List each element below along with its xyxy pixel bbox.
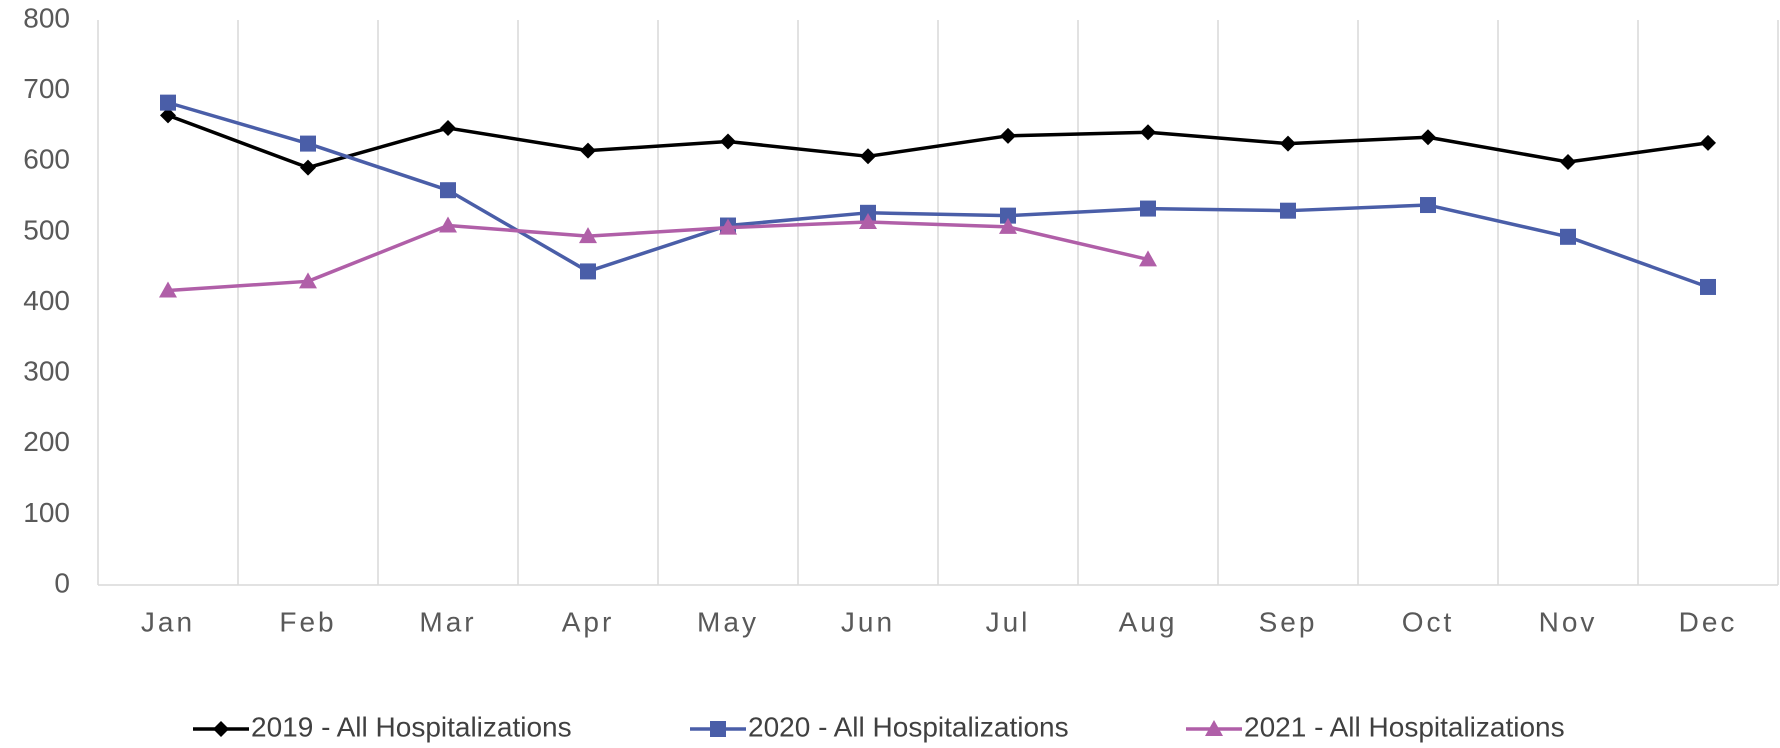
data-point [440,120,456,137]
data-point [160,107,176,124]
legend-label: 2020 - All Hospitalizations [748,711,1069,742]
data-point [300,135,316,152]
series-line [167,100,1709,289]
data-point [859,212,877,229]
x-tick-label: Sep [1259,606,1318,637]
data-point [299,272,317,289]
y-tick-label: 800 [23,2,70,33]
x-tick-label: Aug [1119,606,1178,637]
x-tick-label: Oct [1402,606,1455,637]
data-point [999,217,1017,234]
x-tick-label: Jan [141,606,195,637]
y-tick-label: 100 [23,497,70,528]
data-point [579,227,597,244]
data-point [1700,278,1716,295]
y-tick-label: 0 [54,567,70,598]
x-tick-label: May [697,606,759,637]
legend-marker [710,721,726,737]
x-tick-label: Jul [986,606,1031,637]
data-point [1139,250,1157,267]
data-point [1000,127,1016,144]
legend-label: 2021 - All Hospitalizations [1244,711,1565,742]
data-point [439,216,457,233]
x-tick-label: Jun [841,606,895,637]
x-tick-label: Feb [279,606,336,637]
data-point [440,182,456,199]
data-point [300,159,316,176]
data-point [1560,153,1576,170]
legend-marker [213,721,229,737]
x-tick-label: Mar [419,606,476,637]
y-tick-label: 500 [23,214,70,245]
data-point [1280,135,1296,152]
data-point [860,204,876,221]
y-tick-label: 700 [23,73,70,104]
data-point [160,94,176,111]
data-point [860,148,876,165]
legend-marker [1205,720,1223,736]
data-point [1280,202,1296,219]
series-line [167,113,1709,170]
data-point [1560,228,1576,245]
y-tick-label: 600 [23,144,70,175]
data-point [1140,200,1156,217]
data-point [580,142,596,159]
data-point [580,263,596,280]
legend-label: 2019 - All Hospitalizations [251,711,572,742]
data-point [159,281,177,298]
data-point [1000,207,1016,224]
x-tick-label: Nov [1539,606,1598,637]
x-tick-label: Apr [562,606,615,637]
y-tick-label: 300 [23,356,70,387]
data-point [1420,197,1436,214]
data-point [720,133,736,150]
data-point [1700,134,1716,151]
x-tick-label: Dec [1679,606,1738,637]
y-tick-label: 400 [23,285,70,316]
data-point [1420,129,1436,146]
series-line [167,220,1149,293]
data-point [1140,124,1156,141]
data-point [719,218,737,235]
y-tick-label: 200 [23,426,70,457]
